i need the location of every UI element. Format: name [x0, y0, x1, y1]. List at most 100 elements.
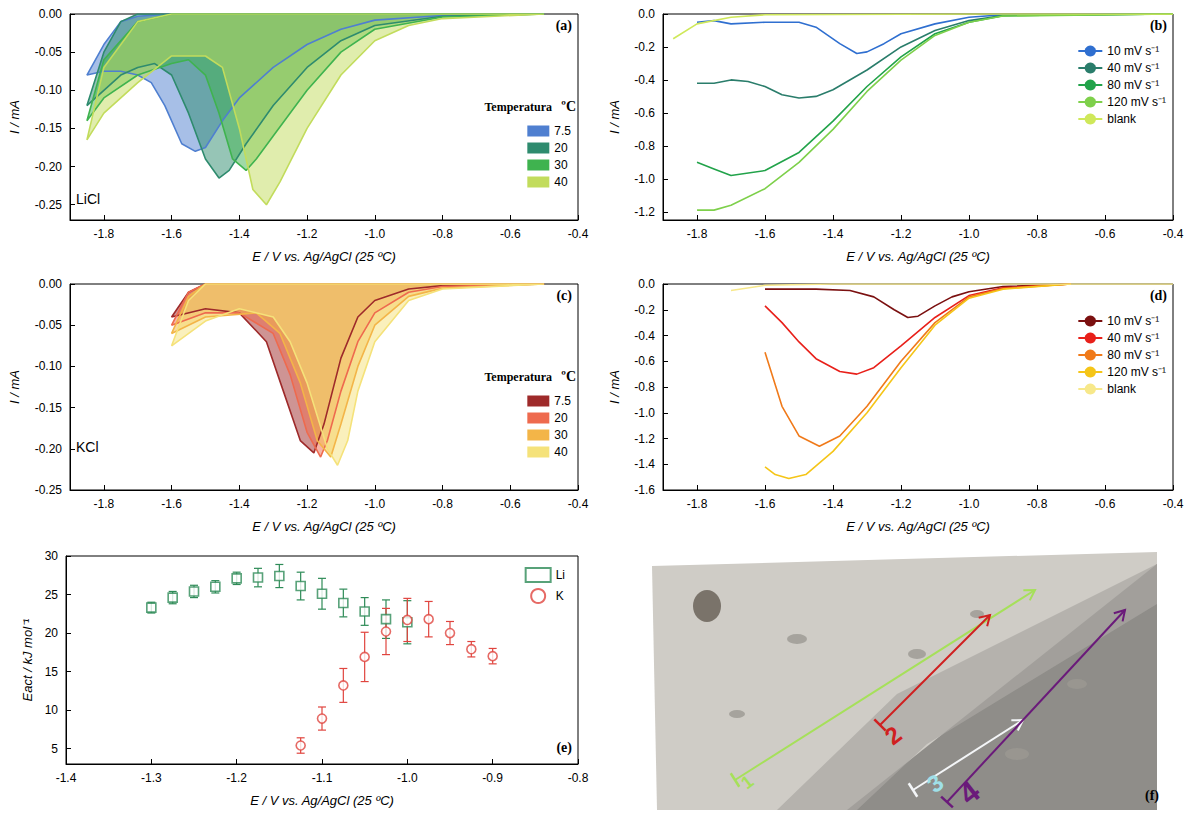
- svg-text:-0.6: -0.6: [1095, 497, 1116, 511]
- svg-text:25: 25: [45, 588, 59, 602]
- svg-text:-0.8: -0.8: [1027, 227, 1048, 241]
- svg-text:(e): (e): [556, 740, 572, 756]
- svg-text:-0.6: -0.6: [634, 106, 655, 120]
- svg-text:-0.20: -0.20: [35, 160, 63, 174]
- svg-text:-0.6: -0.6: [500, 497, 521, 511]
- svg-text:40 mV s⁻¹: 40 mV s⁻¹: [1107, 331, 1159, 345]
- svg-text:-0.2: -0.2: [634, 303, 655, 317]
- svg-text:-1.0: -1.0: [959, 497, 980, 511]
- svg-text:-1.2: -1.2: [297, 227, 318, 241]
- svg-text:-0.25: -0.25: [35, 198, 63, 212]
- svg-text:7.5: 7.5: [554, 124, 571, 138]
- svg-text:-1.0: -1.0: [634, 406, 655, 420]
- svg-text:I / mA: I / mA: [607, 100, 622, 134]
- svg-text:-1.6: -1.6: [161, 497, 182, 511]
- svg-text:-0.15: -0.15: [35, 401, 63, 415]
- svg-text:40 mV s⁻¹: 40 mV s⁻¹: [1107, 61, 1159, 75]
- svg-text:20: 20: [554, 141, 568, 155]
- svg-text:-0.8: -0.8: [634, 139, 655, 153]
- svg-text:2: 2: [879, 720, 906, 750]
- svg-text:1: 1: [737, 771, 757, 793]
- svg-text:(b): (b): [1150, 18, 1167, 34]
- svg-text:blank: blank: [1107, 112, 1137, 126]
- svg-text:-1.1: -1.1: [312, 771, 333, 785]
- svg-text:-1.4: -1.4: [56, 771, 77, 785]
- svg-text:-1.8: -1.8: [687, 227, 708, 241]
- svg-text:I / mA: I / mA: [607, 370, 622, 404]
- svg-text:-0.6: -0.6: [500, 227, 521, 241]
- svg-text:-1.8: -1.8: [94, 227, 115, 241]
- svg-text:-1.8: -1.8: [687, 497, 708, 511]
- svg-text:-1.2: -1.2: [226, 771, 247, 785]
- svg-text:K: K: [556, 589, 564, 603]
- svg-text:I / mA: I / mA: [7, 100, 22, 134]
- svg-text:-0.15: -0.15: [35, 121, 63, 135]
- svg-text:-1.4: -1.4: [823, 227, 844, 241]
- svg-text:-1.6: -1.6: [634, 483, 655, 497]
- svg-text:-0.6: -0.6: [1095, 227, 1116, 241]
- svg-text:E / V vs. Ag/AgCl (25 ºC): E / V vs. Ag/AgCl (25 ºC): [250, 793, 394, 808]
- svg-text:10: 10: [45, 703, 59, 717]
- svg-text:Temperatura: Temperatura: [484, 100, 552, 114]
- svg-text:30: 30: [45, 549, 59, 563]
- svg-text:-0.8: -0.8: [1027, 497, 1048, 511]
- svg-text:15: 15: [45, 665, 59, 679]
- svg-text:-1.6: -1.6: [755, 497, 776, 511]
- svg-text:-0.25: -0.25: [35, 483, 63, 497]
- svg-text:-1.3: -1.3: [141, 771, 162, 785]
- svg-text:-0.10: -0.10: [35, 83, 63, 97]
- svg-text:blank: blank: [1107, 382, 1137, 396]
- svg-text:-1.2: -1.2: [634, 205, 655, 219]
- svg-text:30: 30: [554, 428, 568, 442]
- svg-text:-1.2: -1.2: [891, 497, 912, 511]
- svg-text:ºC: ºC: [561, 99, 576, 114]
- svg-text:-1.0: -1.0: [364, 227, 385, 241]
- svg-text:-1.2: -1.2: [634, 432, 655, 446]
- svg-text:-0.10: -0.10: [35, 359, 63, 373]
- svg-text:3: 3: [921, 768, 948, 798]
- svg-text:-0.4: -0.4: [1163, 227, 1184, 241]
- svg-text:7.5: 7.5: [554, 394, 571, 408]
- svg-text:-1.2: -1.2: [297, 497, 318, 511]
- svg-text:E / V vs. Ag/AgCl (25 ºC): E / V vs. Ag/AgCl (25 ºC): [846, 249, 990, 264]
- svg-text:Eact / kJ mol⁻¹: Eact / kJ mol⁻¹: [20, 618, 35, 701]
- svg-text:-1.4: -1.4: [823, 497, 844, 511]
- svg-text:-1.4: -1.4: [229, 497, 250, 511]
- svg-text:-0.05: -0.05: [35, 45, 63, 59]
- svg-text:-1.4: -1.4: [634, 457, 655, 471]
- svg-text:-0.05: -0.05: [35, 318, 63, 332]
- svg-text:E / V vs. Ag/AgCl (25 ºC): E / V vs. Ag/AgCl (25 ºC): [252, 249, 396, 264]
- svg-text:-0.20: -0.20: [35, 442, 63, 456]
- svg-text:120 mV s⁻¹: 120 mV s⁻¹: [1107, 95, 1166, 109]
- svg-text:KCl: KCl: [76, 439, 99, 455]
- svg-text:-1.8: -1.8: [94, 497, 115, 511]
- svg-text:Li: Li: [556, 568, 565, 582]
- svg-text:ºC: ºC: [561, 369, 576, 384]
- svg-text:-0.2: -0.2: [634, 40, 655, 54]
- svg-text:-0.4: -0.4: [568, 497, 589, 511]
- svg-text:(d): (d): [1150, 288, 1167, 304]
- svg-text:0.00: 0.00: [39, 277, 63, 291]
- svg-text:-0.8: -0.8: [432, 497, 453, 511]
- svg-text:-0.4: -0.4: [634, 329, 655, 343]
- svg-text:120 mV s⁻¹: 120 mV s⁻¹: [1107, 365, 1166, 379]
- svg-text:-1.4: -1.4: [229, 227, 250, 241]
- svg-text:10 mV s⁻¹: 10 mV s⁻¹: [1107, 44, 1159, 58]
- svg-text:(a): (a): [556, 18, 573, 34]
- svg-text:4: 4: [952, 774, 986, 810]
- svg-text:E / V vs. Ag/AgCl (25 ºC): E / V vs. Ag/AgCl (25 ºC): [252, 519, 396, 534]
- svg-text:LiCl: LiCl: [76, 191, 100, 207]
- svg-text:-1.6: -1.6: [161, 227, 182, 241]
- svg-text:0.0: 0.0: [638, 277, 655, 291]
- svg-text:20: 20: [554, 411, 568, 425]
- svg-text:80 mV s⁻¹: 80 mV s⁻¹: [1107, 348, 1159, 362]
- svg-text:-0.6: -0.6: [634, 354, 655, 368]
- svg-text:Temperatura: Temperatura: [484, 370, 552, 384]
- svg-text:-1.0: -1.0: [959, 227, 980, 241]
- svg-text:20: 20: [45, 626, 59, 640]
- svg-text:(f): (f): [1145, 788, 1159, 804]
- svg-text:-1.0: -1.0: [634, 172, 655, 186]
- svg-text:-0.8: -0.8: [634, 380, 655, 394]
- svg-text:I / mA: I / mA: [7, 370, 22, 404]
- svg-text:-1.6: -1.6: [755, 227, 776, 241]
